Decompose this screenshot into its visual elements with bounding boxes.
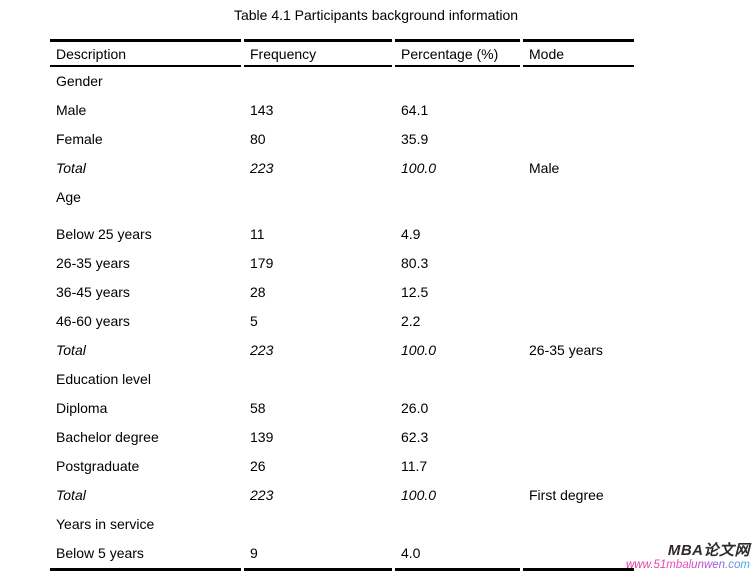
cell-frequency: [244, 67, 392, 96]
table-row: Total 223 100.0 First degree: [50, 481, 634, 510]
cell-description: Female: [56, 131, 103, 147]
cell-frequency: 139: [250, 429, 274, 445]
cell-description: Postgraduate: [56, 458, 140, 474]
table-row: Below 5 years 9 4.0: [50, 539, 634, 571]
cell-mode: [523, 510, 634, 539]
cell-percentage: 4.9: [401, 226, 421, 242]
cell-frequency: 179: [250, 255, 274, 271]
cell-description: Below 25 years: [56, 226, 152, 242]
cell-percentage: 26.0: [401, 400, 429, 416]
cell-mode: [523, 125, 634, 154]
cell-percentage: 80.3: [401, 255, 429, 271]
table-row: Male 143 64.1: [50, 96, 634, 125]
cell-frequency: [244, 510, 392, 539]
col-header-mode: Mode: [523, 39, 634, 67]
cell-description: Bachelor degree: [56, 429, 159, 445]
cell-frequency: 28: [250, 284, 266, 300]
cell-percentage: 62.3: [401, 429, 429, 445]
col-header-percentage: Percentage (%): [395, 39, 520, 67]
cell-frequency: [244, 183, 392, 220]
cell-percentage: [395, 365, 520, 394]
cell-description: 36-45 years: [56, 284, 130, 300]
cell-mode: [523, 96, 634, 125]
cell-frequency: 223: [250, 487, 274, 503]
cell-description: Total: [56, 342, 86, 358]
cell-mode: [523, 423, 634, 452]
watermark: MBA论文网 www.51mbalunwen.com: [625, 541, 750, 572]
cell-frequency: 5: [250, 313, 258, 329]
cell-mode: [523, 183, 634, 220]
watermark-url: www.51mbalunwen.com: [625, 559, 750, 572]
cell-mode: [523, 67, 634, 96]
table-row: Education level: [50, 365, 634, 394]
cell-percentage: [395, 510, 520, 539]
col-header-frequency: Frequency: [244, 39, 392, 67]
participants-table: Description Frequency Percentage (%) Mod…: [47, 39, 637, 571]
cell-frequency: 223: [250, 342, 274, 358]
watermark-brand: MBA论文网: [667, 541, 750, 559]
col-header-description: Description: [50, 39, 241, 67]
cell-frequency: [244, 365, 392, 394]
cell-frequency: 11: [250, 226, 265, 242]
table-row: Bachelor degree 139 62.3: [50, 423, 634, 452]
cell-mode: [523, 365, 634, 394]
cell-percentage: 64.1: [401, 102, 429, 118]
cell-percentage: 100.0: [401, 487, 437, 503]
table-row: 36-45 years 28 12.5: [50, 278, 634, 307]
cell-frequency: 58: [250, 400, 266, 416]
cell-frequency: 9: [244, 539, 392, 571]
cell-description: Years in service: [56, 516, 155, 532]
table-body: Gender Male 143 64.1 Female 80 35.9 Tota…: [50, 67, 634, 571]
cell-percentage: [395, 183, 520, 220]
header-row: Description Frequency Percentage (%) Mod…: [50, 39, 634, 67]
cell-description: Male: [56, 102, 87, 118]
cell-mode: [523, 539, 634, 571]
cell-description: Education level: [56, 371, 151, 387]
cell-percentage: 100.0: [401, 160, 437, 176]
cell-mode: First degree: [529, 487, 604, 503]
table-row: Gender: [50, 67, 634, 96]
cell-mode: [523, 452, 634, 481]
cell-percentage: 11.7: [401, 458, 428, 474]
table-row: Female 80 35.9: [50, 125, 634, 154]
cell-mode: [523, 394, 634, 423]
table-row: Below 25 years 11 4.9: [50, 220, 634, 249]
cell-percentage: [395, 67, 520, 96]
cell-description: Gender: [56, 73, 103, 89]
table-row: Postgraduate 26 11.7: [50, 452, 634, 481]
cell-frequency: 223: [250, 160, 274, 176]
cell-description: Age: [56, 189, 81, 205]
cell-percentage: 4.0: [395, 539, 520, 571]
cell-percentage: 2.2: [401, 313, 421, 329]
cell-mode: [523, 220, 634, 249]
cell-description: Total: [56, 487, 86, 503]
table-header: Description Frequency Percentage (%) Mod…: [50, 39, 634, 67]
cell-description: Below 5 years: [50, 539, 241, 571]
cell-percentage: 35.9: [401, 131, 429, 147]
cell-mode: [523, 278, 634, 307]
cell-percentage: 100.0: [401, 342, 437, 358]
table-title: Table 4.1 Participants background inform…: [233, 7, 519, 23]
table-row: Total 223 100.0 Male: [50, 154, 634, 183]
cell-mode: [523, 249, 634, 278]
cell-mode: 26-35 years: [529, 342, 603, 358]
cell-percentage: 12.5: [401, 284, 429, 300]
cell-frequency: 80: [250, 131, 266, 147]
table-row: Diploma 58 26.0: [50, 394, 634, 423]
table-row: 26-35 years 179 80.3: [50, 249, 634, 278]
cell-description: Total: [56, 160, 86, 176]
cell-frequency: 143: [250, 102, 274, 118]
table-row: 46-60 years 5 2.2: [50, 307, 634, 336]
cell-frequency: 26: [250, 458, 266, 474]
cell-description: Diploma: [56, 400, 108, 416]
cell-mode: [523, 307, 634, 336]
table-row: Age: [50, 183, 634, 220]
table-row: Years in service: [50, 510, 634, 539]
cell-description: 46-60 years: [56, 313, 130, 329]
cell-description: 26-35 years: [56, 255, 130, 271]
table-row: Total 223 100.0 26-35 years: [50, 336, 634, 365]
cell-mode: Male: [529, 160, 560, 176]
